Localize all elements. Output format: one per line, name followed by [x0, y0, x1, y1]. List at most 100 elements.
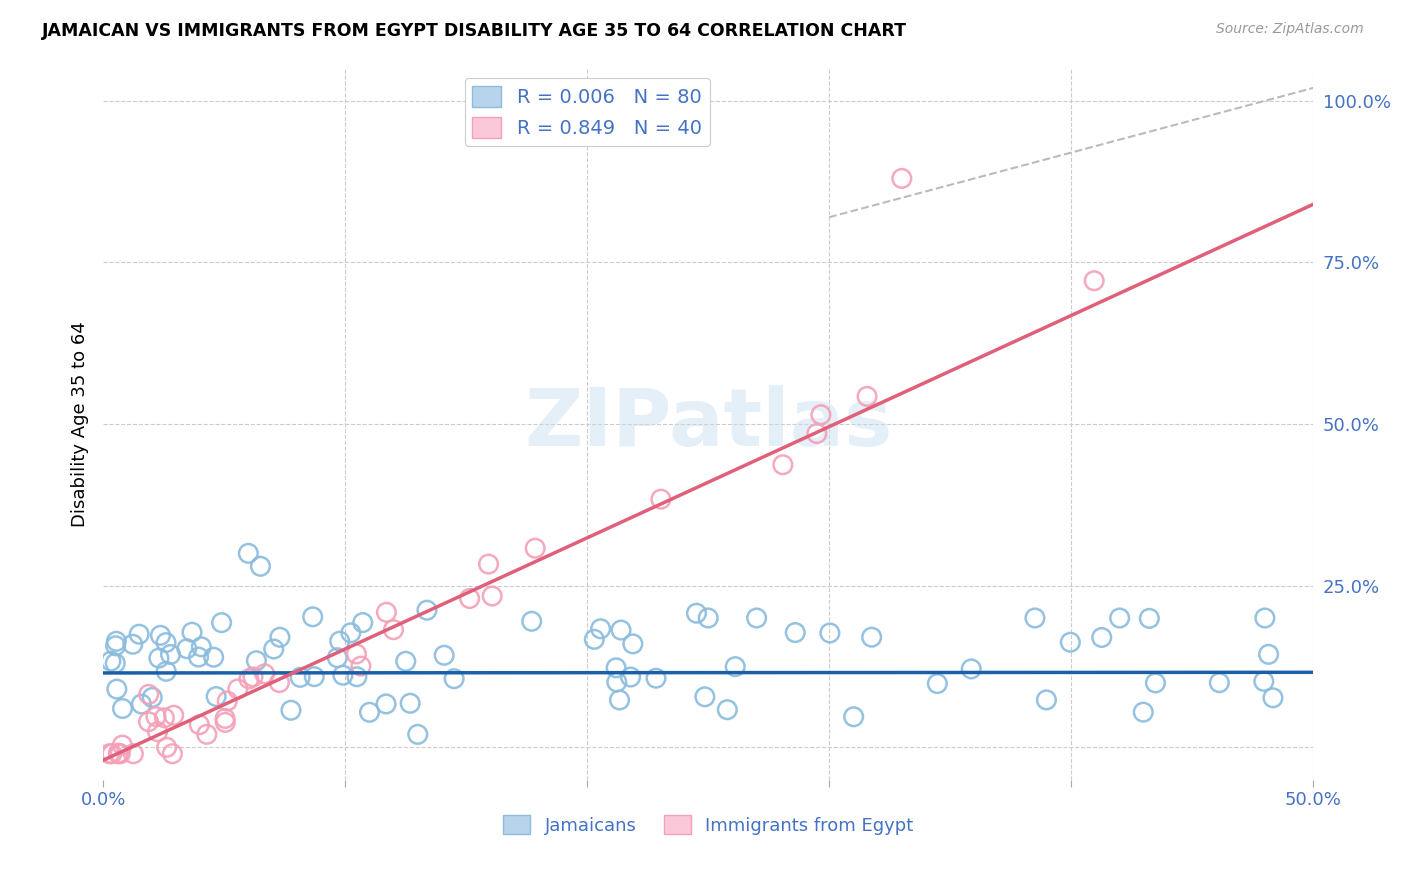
- Point: [1083, 274, 1105, 288]
- Point: [128, 627, 150, 641]
- Point: [104, 657, 127, 671]
- Point: [101, 747, 124, 761]
- Point: [605, 661, 627, 675]
- Point: [263, 642, 285, 657]
- Point: [269, 630, 291, 644]
- Point: [105, 634, 128, 648]
- Point: [155, 635, 177, 649]
- Point: [138, 687, 160, 701]
- Point: [163, 708, 186, 723]
- Text: Source: ZipAtlas.com: Source: ZipAtlas.com: [1216, 22, 1364, 37]
- Point: [1059, 635, 1081, 649]
- Point: [724, 659, 747, 673]
- Point: [98, 747, 121, 761]
- Point: [619, 670, 641, 684]
- Point: [477, 557, 499, 571]
- Point: [860, 630, 883, 644]
- Text: ZIPatlas: ZIPatlas: [524, 385, 893, 463]
- Point: [1144, 676, 1167, 690]
- Point: [329, 634, 352, 648]
- Point: [214, 711, 236, 725]
- Point: [785, 625, 807, 640]
- Point: [202, 650, 225, 665]
- Point: [375, 697, 398, 711]
- Point: [188, 717, 211, 731]
- Point: [105, 682, 128, 697]
- Point: [589, 622, 612, 636]
- Point: [110, 747, 132, 761]
- Point: [375, 605, 398, 619]
- Point: [443, 672, 465, 686]
- Point: [146, 724, 169, 739]
- Point: [138, 714, 160, 729]
- Point: [280, 703, 302, 717]
- Point: [352, 615, 374, 630]
- Point: [145, 709, 167, 723]
- Point: [304, 670, 326, 684]
- Point: [927, 676, 949, 690]
- Point: [288, 670, 311, 684]
- Point: [1024, 611, 1046, 625]
- Point: [107, 746, 129, 760]
- Point: [350, 659, 373, 673]
- Point: [818, 626, 841, 640]
- Point: [111, 738, 134, 752]
- Point: [195, 727, 218, 741]
- Point: [609, 693, 631, 707]
- Point: [326, 650, 349, 665]
- Point: [149, 628, 172, 642]
- Point: [301, 610, 323, 624]
- Point: [253, 666, 276, 681]
- Point: [1208, 675, 1230, 690]
- Point: [416, 603, 439, 617]
- Point: [856, 389, 879, 403]
- Point: [520, 614, 543, 628]
- Point: [153, 711, 176, 725]
- Point: [1035, 693, 1057, 707]
- Point: [156, 740, 179, 755]
- Point: [1137, 611, 1160, 625]
- Point: [890, 171, 912, 186]
- Point: [346, 670, 368, 684]
- Point: [131, 697, 153, 711]
- Point: [745, 611, 768, 625]
- Legend: Jamaicans, Immigrants from Egypt: Jamaicans, Immigrants from Egypt: [503, 814, 914, 835]
- Point: [395, 654, 418, 668]
- Point: [104, 639, 127, 653]
- Point: [1261, 690, 1284, 705]
- Point: [610, 623, 633, 637]
- Point: [238, 672, 260, 686]
- Point: [1254, 611, 1277, 625]
- Point: [524, 541, 547, 556]
- Point: [122, 747, 145, 761]
- Point: [155, 665, 177, 679]
- Point: [187, 650, 209, 665]
- Point: [650, 492, 672, 507]
- Point: [685, 606, 707, 620]
- Point: [214, 715, 236, 730]
- Point: [211, 615, 233, 630]
- Point: [121, 637, 143, 651]
- Point: [621, 637, 644, 651]
- Point: [645, 671, 668, 685]
- Point: [406, 727, 429, 741]
- Point: [107, 747, 129, 761]
- Point: [960, 662, 983, 676]
- Point: [238, 546, 260, 560]
- Point: [1253, 674, 1275, 689]
- Point: [382, 623, 405, 637]
- Point: [205, 690, 228, 704]
- Point: [344, 647, 367, 661]
- Point: [433, 648, 456, 663]
- Point: [176, 641, 198, 656]
- Point: [1132, 705, 1154, 719]
- Point: [1091, 631, 1114, 645]
- Point: [693, 690, 716, 704]
- Point: [340, 625, 363, 640]
- Point: [716, 703, 738, 717]
- Point: [226, 681, 249, 696]
- Point: [332, 668, 354, 682]
- Point: [148, 651, 170, 665]
- Point: [190, 640, 212, 654]
- Point: [111, 701, 134, 715]
